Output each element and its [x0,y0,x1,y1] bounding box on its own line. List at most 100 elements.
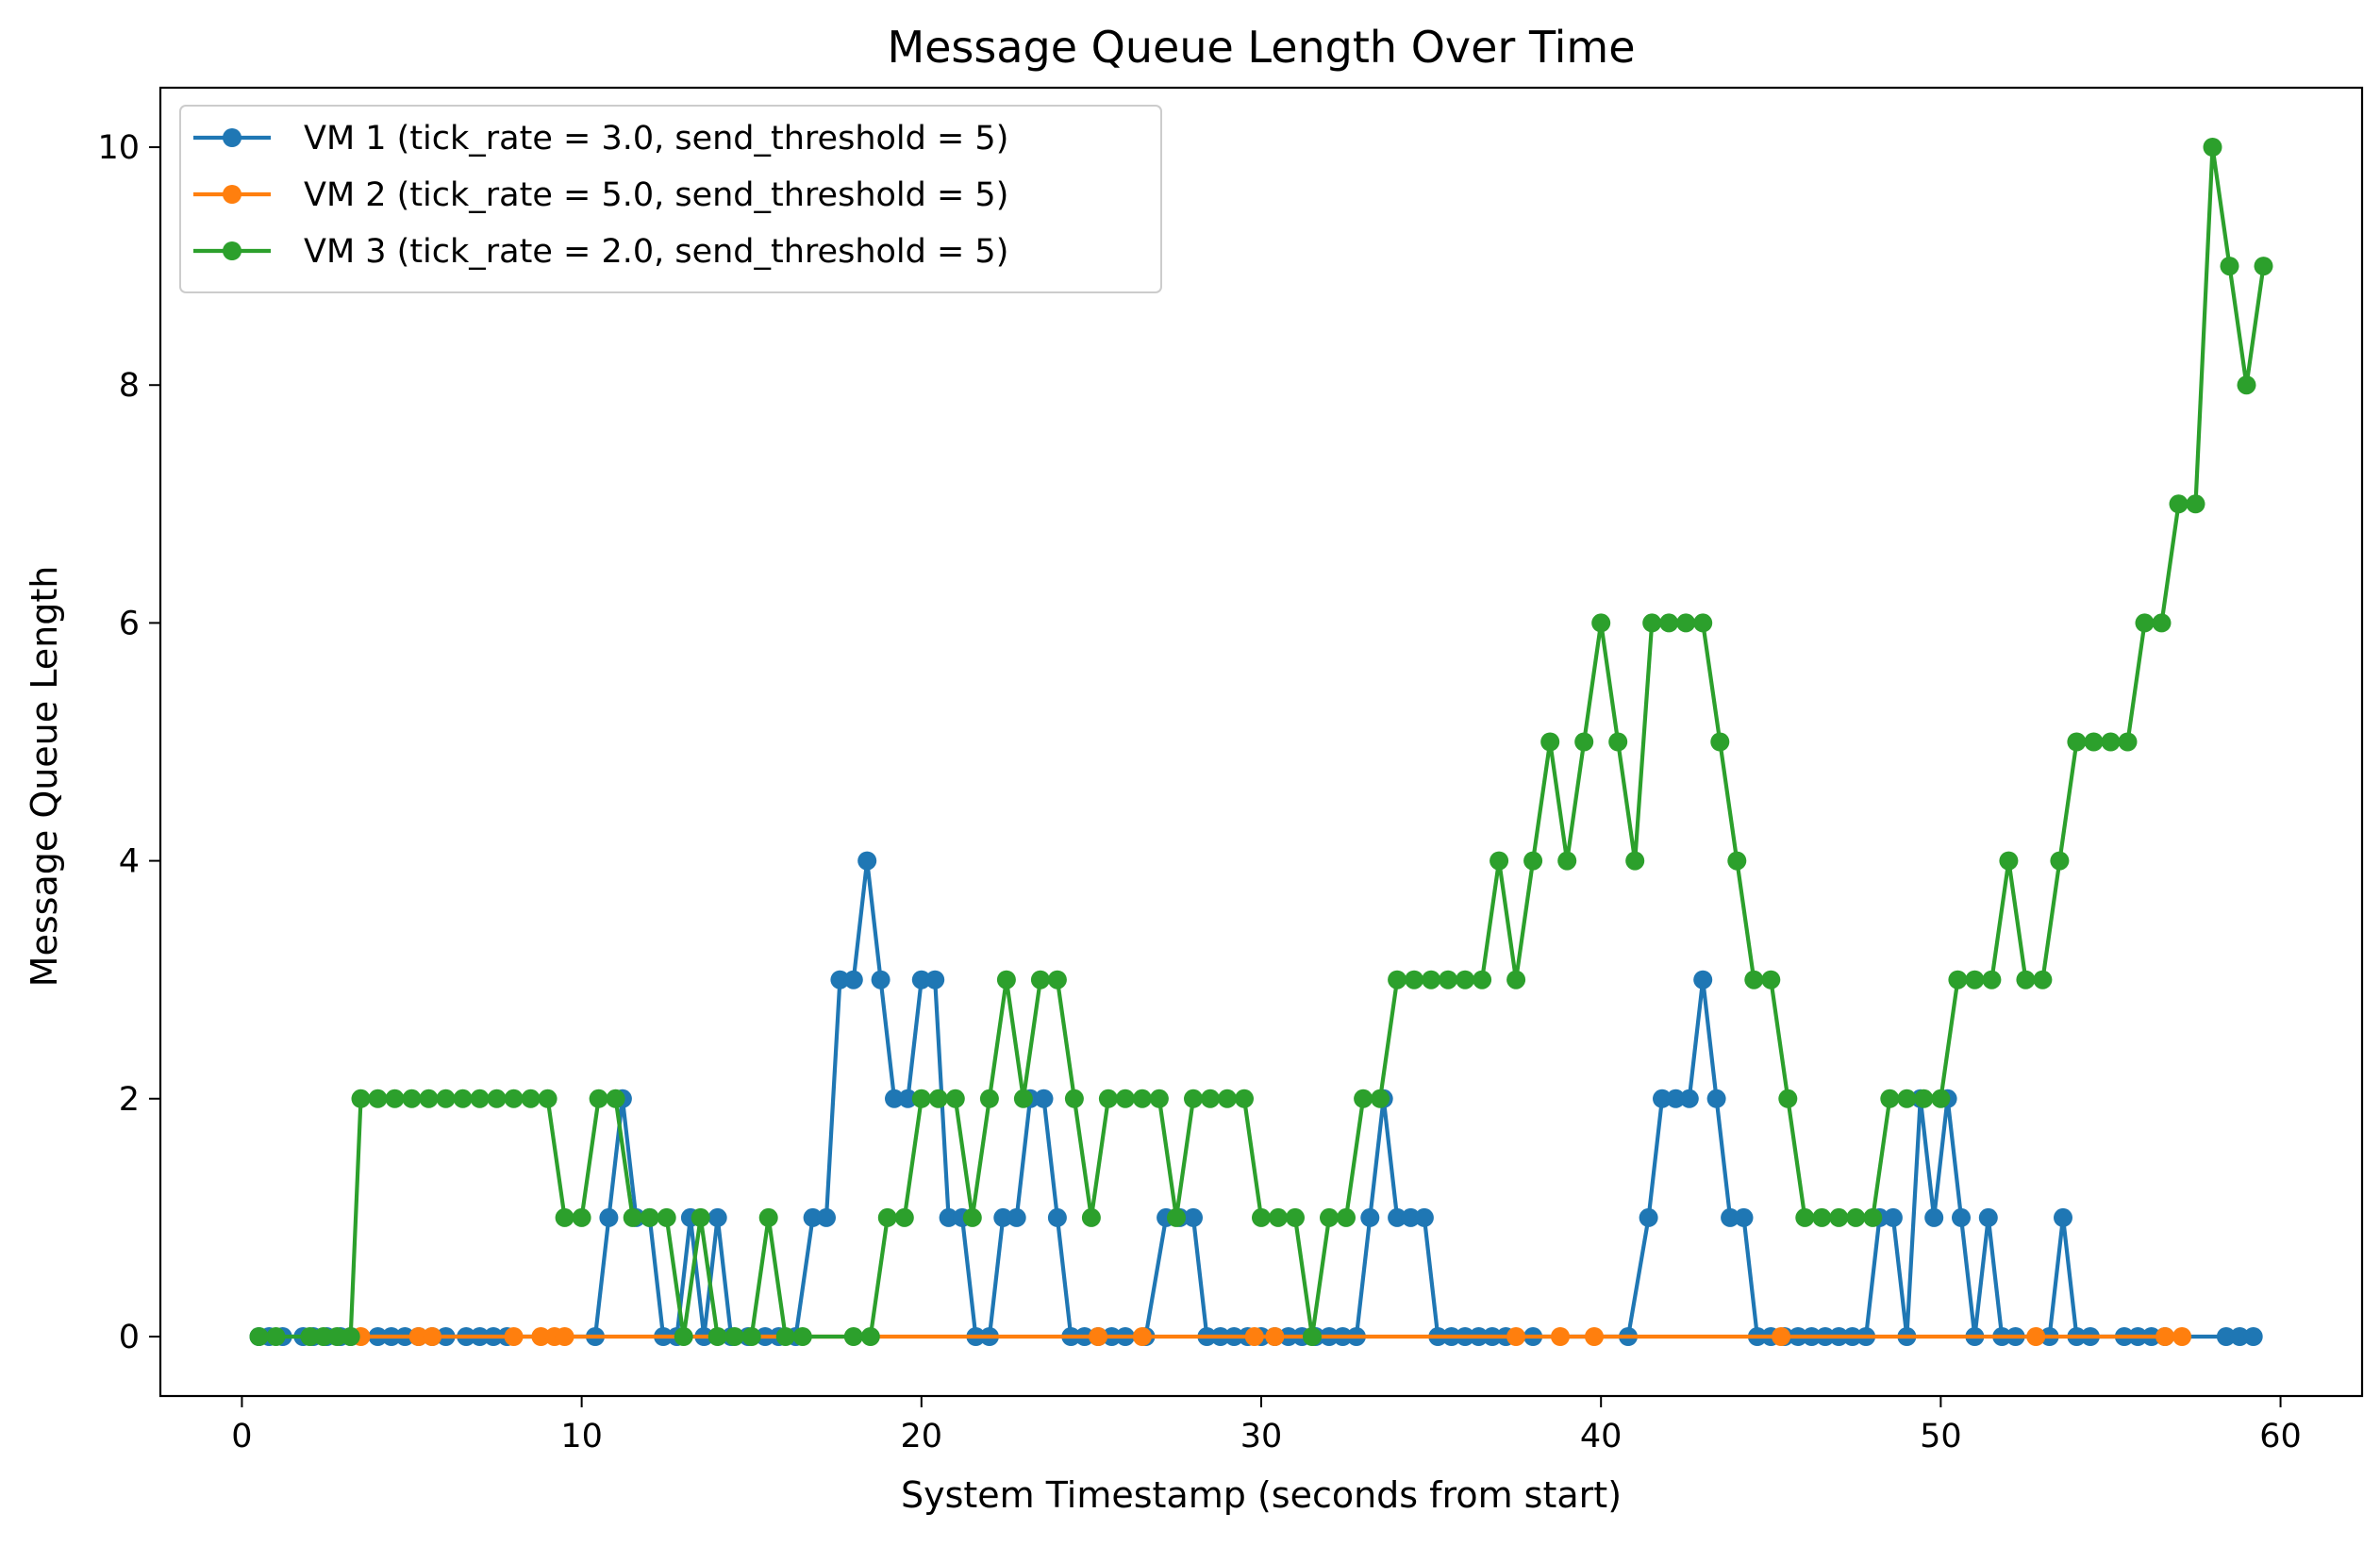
series-3-point [1252,1207,1271,1227]
series-1-point [2216,1327,2236,1346]
series-3-point [1506,970,1526,989]
series-1-point [993,1207,1013,1227]
series-3-point [555,1207,574,1227]
series-3-point [1931,1089,1951,1108]
series-2-point [1132,1327,1152,1346]
series-1-point [1401,1207,1421,1227]
series-1-point [871,970,890,989]
series-1-point [1883,1207,1903,1227]
series-3-point [1625,851,1645,871]
series-1-point [1184,1207,1203,1227]
series-3-point [1829,1207,1849,1227]
series-3-point [2135,613,2155,633]
series-1-point [1706,1089,1726,1108]
series-3-point [962,1207,982,1227]
series-3-point [2169,494,2189,514]
y-tick-label: 8 [119,367,140,405]
legend-label: VM 2 (tick_rate = 5.0, send_threshold = … [304,176,1008,214]
series-3-point [1744,970,1764,989]
series-3-point [487,1089,507,1108]
series-1-point [1721,1207,1740,1227]
series-1-point [1034,1089,1054,1108]
series-3-point [1167,1207,1186,1227]
series-3-point [1269,1207,1288,1227]
x-tick-label: 60 [2259,1418,2302,1455]
series-2-point [2155,1327,2175,1346]
series-3-point [1422,970,1441,989]
series-3-point [1081,1207,1101,1227]
series-3-point [327,1327,347,1346]
series-3-point [436,1089,456,1108]
series-3-point [2067,732,2087,752]
plot-area [249,138,2273,1346]
series-3-point [2118,732,2138,752]
series-3-point [1064,1089,1084,1108]
series-1-point [1653,1089,1672,1108]
series-2-point [1772,1327,1791,1346]
series-3-point [1693,613,1713,633]
series-1-point [1388,1207,1407,1227]
legend-marker [223,185,241,204]
series-1-point [2054,1207,2072,1227]
legend-label: VM 1 (tick_rate = 3.0, send_threshold = … [304,120,1008,158]
series-3-point [1235,1089,1254,1108]
series-3-point [2152,613,2172,633]
legend-marker [223,128,241,147]
series-1-point [857,851,877,871]
series-1-point [843,970,863,989]
series-3-point [1013,1089,1033,1108]
series-3-point [2186,494,2205,514]
series-1-point [707,1207,727,1227]
series-3-point [1047,970,1067,989]
series-3-point [1557,851,1577,871]
series-1-point [830,970,850,989]
series-3-point [1030,970,1050,989]
series-1-point [1978,1207,1998,1227]
series-3-point [2101,732,2121,752]
series-3-point [1795,1207,1815,1227]
legend-label: VM 3 (tick_rate = 2.0, send_threshold = … [304,233,1008,271]
x-tick-label: 50 [1920,1418,1962,1455]
series-2-point [1551,1327,1570,1346]
legend-entry-2: VM 2 (tick_rate = 5.0, send_threshold = … [193,176,1008,214]
series-3-point [606,1089,625,1108]
y-tick-label: 0 [119,1319,140,1356]
series-3-point [351,1089,371,1108]
series-3-point [249,1327,269,1346]
series-2-point [2172,1327,2192,1346]
series-3-point [860,1327,880,1346]
series-3-point [1574,732,1594,752]
series-3-point [300,1327,320,1346]
series-3-point [1218,1089,1237,1108]
series-3-point [1371,1089,1390,1108]
series-3-point [792,1327,812,1346]
series-3-point [1999,851,2019,871]
series-3-point [1897,1089,1917,1108]
y-tick-label: 4 [119,843,140,881]
series-3-point [453,1089,473,1108]
series-3-point [1337,1207,1356,1227]
series-1-point [2230,1327,2250,1346]
series-1-point [1666,1089,1686,1108]
x-tick-label: 40 [1580,1418,1623,1455]
series-3-point [572,1207,591,1227]
series-3-point [758,1207,778,1227]
series-3-point [1115,1089,1135,1108]
series-3-point [1286,1207,1305,1227]
series-3-point [385,1089,405,1108]
series-3-point [1761,970,1781,989]
series-3-point [894,1207,914,1227]
series-2-point [1585,1327,1604,1346]
series-3-point [1880,1089,1900,1108]
series-3-point [2016,970,2036,989]
series-3-point [2254,257,2273,276]
series-2-point [1265,1327,1285,1346]
series-3-point [368,1089,388,1108]
series-3-point [1948,970,1968,989]
series-3-point [775,1327,795,1346]
x-tick-label: 0 [231,1418,252,1455]
series-2-point [408,1327,428,1346]
series-3-point [470,1089,490,1108]
series-2-point [2026,1327,2046,1346]
